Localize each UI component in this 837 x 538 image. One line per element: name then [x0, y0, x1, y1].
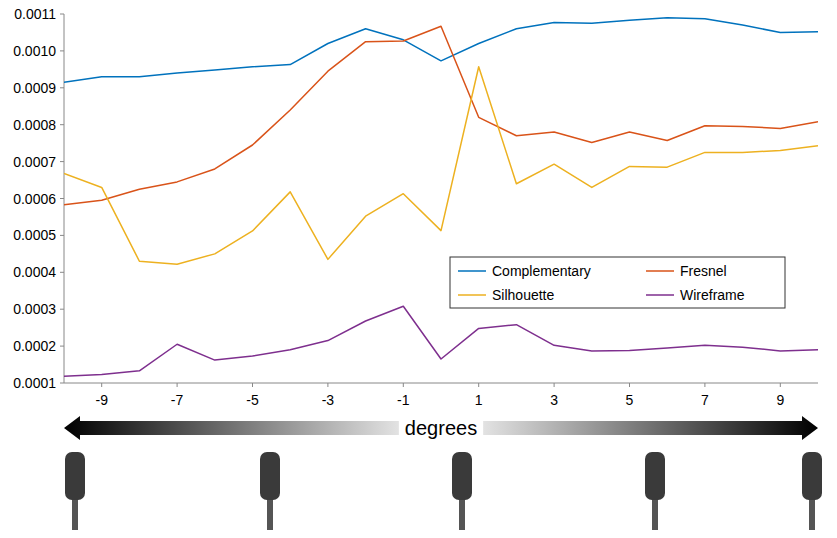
legend-swatch — [458, 270, 486, 272]
icon-handle — [260, 452, 280, 500]
y-tick-label: 0.0002 — [13, 338, 56, 354]
y-tick-label: 0.0008 — [13, 117, 56, 133]
y-tick — [60, 124, 64, 125]
x-tick-label: -7 — [171, 392, 184, 408]
series-line — [64, 67, 818, 264]
icon-shaft — [652, 500, 658, 530]
series-line — [64, 306, 818, 376]
icon-handle — [65, 452, 85, 500]
y-tick-label: 0.0009 — [13, 80, 56, 96]
y-tick — [60, 50, 64, 51]
x-tick — [704, 383, 705, 387]
icon — [65, 452, 85, 530]
y-tick — [60, 87, 64, 88]
x-tick-label: 3 — [550, 392, 558, 408]
legend-label: Wireframe — [680, 287, 745, 303]
x-tick — [101, 383, 102, 387]
y-tick — [60, 309, 64, 310]
x-tick-label: -1 — [397, 392, 410, 408]
icon-handle — [452, 452, 472, 500]
legend-label: Fresnel — [680, 263, 727, 279]
y-tick-label: 0.0001 — [13, 375, 56, 391]
x-tick-label: 9 — [776, 392, 784, 408]
chart: 0.0001 0.0002 0.0003 0.0004 0.0005 0.0006 0.00… — [0, 0, 837, 538]
x-tick — [327, 383, 328, 387]
icon-handle — [802, 452, 822, 500]
plot-lines — [64, 18, 818, 377]
icon — [802, 452, 822, 530]
legend: Complementary Fresnel Silhouette Wireframe — [450, 257, 785, 308]
icon-shaft — [267, 500, 273, 530]
x-tick — [403, 383, 404, 387]
x-arrow — [64, 416, 818, 440]
y-tick — [60, 346, 64, 347]
y-tick-label: 0.0004 — [13, 264, 56, 280]
x-tick — [177, 383, 178, 387]
y-tick — [60, 383, 64, 384]
legend-swatch — [646, 270, 674, 272]
legend-label: Silhouette — [492, 287, 554, 303]
icon-shaft — [72, 500, 78, 530]
y-tick — [60, 198, 64, 199]
x-tick — [780, 383, 781, 387]
icon — [645, 452, 665, 530]
legend-swatch — [458, 294, 486, 296]
icon — [260, 452, 280, 530]
x-tick-label: 1 — [475, 392, 483, 408]
x-axis-title: degrees — [405, 417, 477, 439]
icon-shaft — [809, 500, 815, 530]
x-tick — [554, 383, 555, 387]
legend-label: Complementary — [492, 263, 591, 279]
x-tick-label: -5 — [246, 392, 259, 408]
y-tick-label: 0.0011 — [14, 6, 56, 22]
x-tick — [629, 383, 630, 387]
x-tick-label: 5 — [626, 392, 634, 408]
y-tick-label: 0.0010 — [13, 43, 56, 59]
y-tick-label: 0.0007 — [13, 154, 56, 170]
legend-swatch — [646, 294, 674, 296]
x-tick-label: -3 — [322, 392, 335, 408]
legend-box — [450, 257, 785, 308]
y-tick — [60, 14, 64, 15]
icon — [452, 452, 472, 530]
y-tick-label: 0.0005 — [13, 227, 56, 243]
y-tick — [60, 235, 64, 236]
y-tick-label: 0.0003 — [13, 301, 56, 317]
x-tick — [252, 383, 253, 387]
icon-handle — [645, 452, 665, 500]
y-tick — [60, 272, 64, 273]
series-line — [64, 26, 818, 205]
x-tick — [478, 383, 479, 387]
x-tick-label: 7 — [701, 392, 709, 408]
y-tick-label: 0.0006 — [13, 191, 56, 207]
icon-shaft — [459, 500, 465, 530]
x-tick-label: -9 — [95, 392, 108, 408]
y-tick — [60, 161, 64, 162]
